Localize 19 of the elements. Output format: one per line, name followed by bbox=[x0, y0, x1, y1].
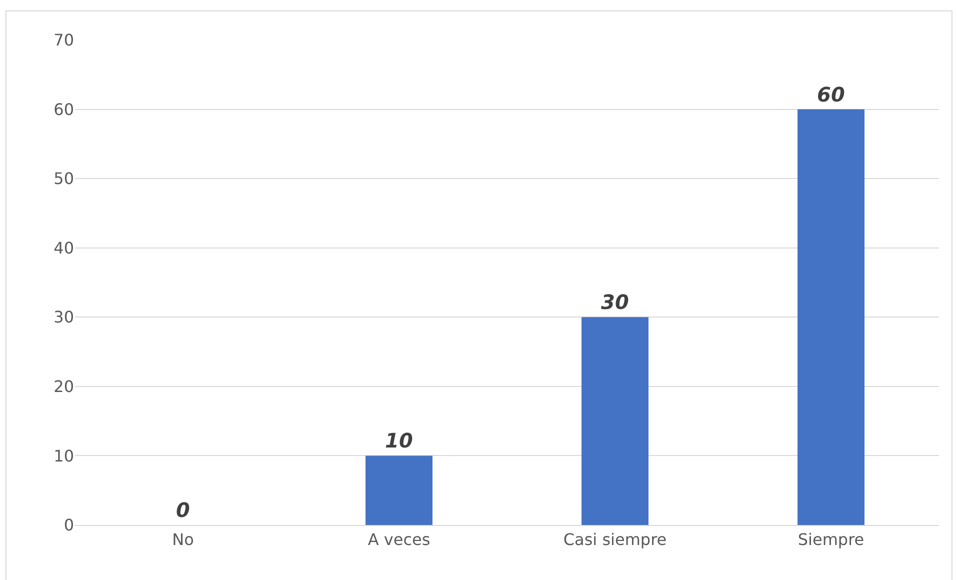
y-tick-label: 50 bbox=[54, 169, 74, 188]
y-tick-label: 30 bbox=[54, 308, 74, 327]
y-tick-label: 0 bbox=[64, 516, 74, 535]
x-tick-label: Siempre bbox=[798, 530, 864, 550]
data-label: 10 bbox=[385, 428, 413, 453]
y-tick-label: 70 bbox=[54, 30, 74, 50]
bar bbox=[366, 456, 432, 525]
y-tick-label: 60 bbox=[54, 100, 74, 119]
data-label: 60 bbox=[817, 82, 845, 106]
bar bbox=[582, 317, 648, 525]
bar bbox=[798, 109, 864, 525]
x-tick-label: Casi siempre bbox=[563, 530, 667, 550]
x-tick-label: No bbox=[172, 530, 194, 550]
x-tick-label: A veces bbox=[368, 530, 430, 550]
data-label: 30 bbox=[601, 290, 629, 314]
y-tick-label: 20 bbox=[54, 377, 74, 396]
data-label: 0 bbox=[176, 498, 190, 522]
y-tick-label: 40 bbox=[54, 238, 74, 258]
y-tick-label: 10 bbox=[54, 446, 74, 466]
